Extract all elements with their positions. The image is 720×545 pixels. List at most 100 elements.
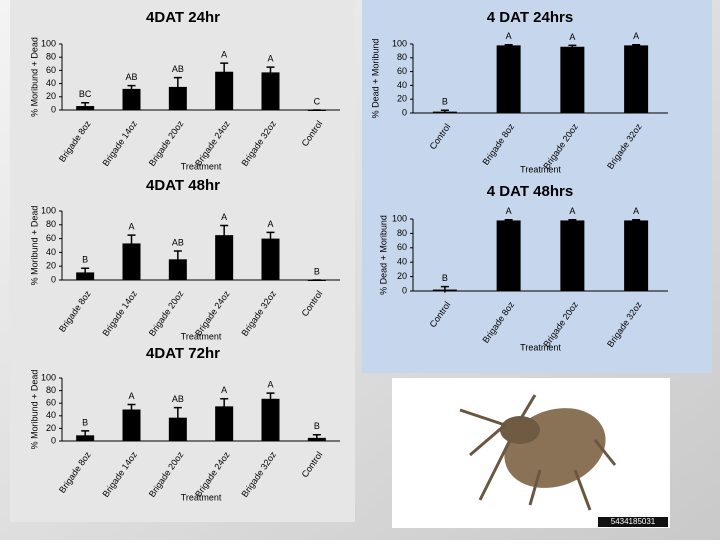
y-tick-label: 60	[46, 398, 56, 408]
y-tick-label: 80	[397, 52, 407, 62]
error-bar	[173, 250, 182, 268]
bar	[122, 409, 141, 441]
error-bar	[266, 231, 275, 245]
error-bar	[173, 76, 182, 97]
y-tick-label: 100	[41, 38, 56, 48]
significance-letter: B	[442, 273, 448, 283]
significance-letter: A	[221, 385, 227, 395]
significance-letter: AB	[172, 394, 184, 404]
error-bar	[220, 398, 229, 414]
y-axis-label: % Moribund + Dead	[29, 370, 39, 450]
error-bar	[504, 43, 513, 47]
error-bar	[312, 433, 321, 441]
error-bar	[127, 84, 136, 93]
bar	[261, 72, 280, 110]
significance-letter: A	[506, 206, 512, 216]
bar	[560, 220, 585, 291]
bar	[496, 45, 521, 113]
significance-letter: B	[314, 421, 320, 431]
y-tick-label: 60	[397, 66, 407, 76]
y-tick-label: 40	[46, 410, 56, 420]
bug-legs	[459, 394, 617, 511]
y-tick-label: 40	[46, 78, 56, 88]
y-tick-label: 20	[46, 423, 56, 433]
bar	[496, 220, 521, 291]
bar	[215, 235, 234, 280]
bar	[122, 243, 141, 280]
bar	[560, 46, 585, 114]
y-tick-label: 0	[402, 285, 407, 295]
chart-title: 4 DAT 24hrs	[487, 9, 573, 26]
y-axis-label: % Moribund + Dead	[29, 37, 39, 117]
significance-letter: B	[82, 255, 88, 265]
x-axis-label: Treatment	[520, 342, 561, 352]
y-tick-label: 100	[392, 213, 407, 223]
y-tick-label: 60	[46, 233, 56, 243]
error-bar	[504, 218, 513, 222]
error-bar	[440, 109, 449, 113]
bar	[168, 417, 187, 441]
y-tick-label: 20	[397, 94, 407, 104]
x-axis-label: Treatment	[181, 331, 222, 341]
error-bar	[127, 234, 136, 252]
bar	[261, 398, 280, 441]
error-bar	[632, 218, 641, 222]
y-tick-label: 100	[392, 38, 407, 48]
significance-letter: A	[633, 31, 639, 41]
error-bar	[266, 392, 275, 405]
significance-letter: AB	[172, 237, 184, 247]
error-bar	[220, 62, 229, 81]
y-tick-label: 20	[46, 261, 56, 271]
y-tick-label: 0	[51, 104, 56, 114]
significance-letter: A	[128, 222, 134, 232]
x-axis-label: Treatment	[181, 492, 222, 502]
significance-letter: A	[569, 32, 575, 42]
y-tick-label: 80	[46, 385, 56, 395]
y-axis-label: % Dead + Moribund	[378, 215, 388, 295]
x-axis-label: Treatment	[520, 164, 561, 174]
chart-title: 4DAT 72hr	[146, 345, 220, 362]
error-bar	[266, 66, 275, 78]
y-tick-label: 40	[397, 80, 407, 90]
error-bar	[220, 224, 229, 245]
significance-letter: A	[267, 219, 273, 229]
significance-letter: A	[267, 379, 273, 389]
caption-box	[598, 517, 668, 527]
y-tick-label: 80	[397, 228, 407, 238]
bar	[168, 259, 187, 280]
y-tick-label: 20	[46, 91, 56, 101]
y-tick-label: 60	[397, 242, 407, 252]
photo-caption: 5434185031	[611, 517, 656, 526]
y-tick-label: 20	[397, 271, 407, 281]
error-bar	[81, 430, 90, 440]
significance-letter: BC	[79, 89, 92, 99]
error-bar	[568, 218, 577, 222]
chart-title: 4 DAT 48hrs	[487, 183, 573, 200]
significance-letter: A	[569, 206, 575, 216]
error-bar	[440, 285, 449, 293]
error-bar	[173, 406, 182, 428]
error-bar	[81, 101, 90, 110]
error-bar	[632, 43, 641, 47]
y-tick-label: 0	[51, 435, 56, 445]
bar	[624, 45, 649, 113]
y-tick-label: 80	[46, 52, 56, 62]
chart-title: 4DAT 24hr	[146, 9, 220, 26]
y-tick-label: 60	[46, 65, 56, 75]
bar	[168, 86, 187, 110]
y-tick-label: 40	[46, 247, 56, 257]
significance-letter: A	[128, 391, 134, 401]
error-bar	[127, 403, 136, 415]
significance-letter: C	[314, 96, 321, 106]
significance-letter: A	[221, 212, 227, 222]
bar	[215, 71, 234, 110]
significance-letter: A	[633, 206, 639, 216]
significance-letter: A	[267, 53, 273, 63]
significance-letter: A	[506, 31, 512, 41]
error-bar	[568, 44, 577, 49]
significance-letter: AB	[172, 64, 184, 74]
y-tick-label: 80	[46, 219, 56, 229]
significance-letter: A	[221, 50, 227, 60]
significance-letter: B	[314, 266, 320, 276]
